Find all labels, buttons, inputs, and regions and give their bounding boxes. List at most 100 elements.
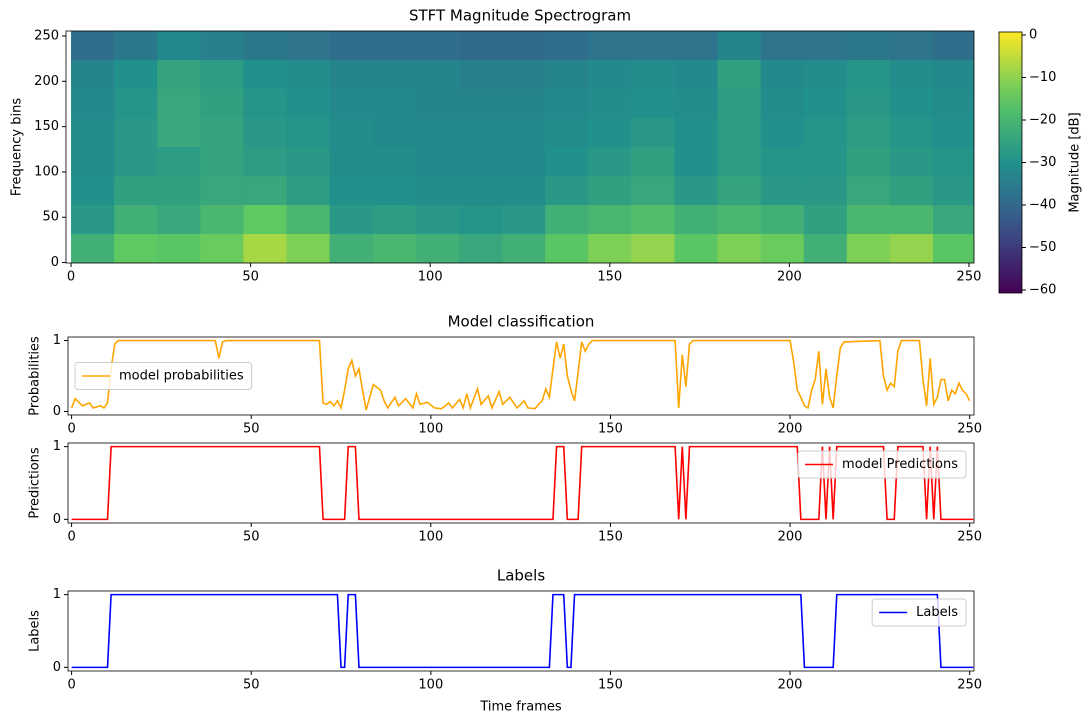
heat-cell — [674, 204, 719, 235]
heat-cell — [889, 117, 934, 148]
heat-cell — [372, 175, 417, 206]
heat-cell — [545, 88, 589, 119]
legend-box — [797, 450, 967, 479]
heat-cell — [889, 175, 934, 206]
heat-cell — [286, 59, 331, 90]
heat-cell — [372, 31, 417, 61]
heat-cell — [502, 204, 546, 235]
heat-cell — [588, 59, 632, 90]
heat-cell — [329, 146, 374, 177]
heat-cell — [157, 31, 201, 61]
axes-frame — [67, 590, 975, 672]
heat-cell — [415, 59, 460, 90]
heat-cell — [846, 233, 891, 263]
x-axis-label: Time frames — [479, 700, 561, 715]
colorbar-tick-label: −40 — [1029, 198, 1056, 213]
heat-cell — [329, 204, 374, 235]
heat-cell — [717, 59, 762, 90]
heat-cell — [803, 233, 848, 263]
heat-cell — [114, 204, 158, 235]
heat-cell — [71, 117, 115, 148]
x-tick-label: 0 — [67, 422, 75, 437]
heat-cell — [889, 233, 934, 263]
y-tick-label: 1 — [53, 439, 61, 454]
heat-cell — [846, 59, 891, 90]
heat-cell — [458, 204, 503, 235]
heat-cell — [114, 146, 158, 177]
heat-cell — [415, 146, 460, 177]
heat-cell — [846, 175, 891, 206]
heat-cell — [157, 233, 201, 263]
x-tick-label: 250 — [957, 678, 982, 693]
heat-cell — [674, 233, 719, 263]
heat-cell — [415, 88, 460, 119]
heat-cell — [846, 204, 891, 235]
heat-cell — [933, 31, 974, 61]
y-tick-label: 100 — [34, 164, 59, 179]
heat-cell — [674, 88, 719, 119]
heat-cell — [157, 204, 201, 235]
heat-cell — [415, 204, 460, 235]
heat-cell — [502, 31, 546, 61]
heat-cell — [243, 175, 288, 206]
heat-cell — [674, 117, 719, 148]
heat-cell — [545, 146, 589, 177]
x-tick-label: 0 — [67, 530, 75, 545]
heat-cell — [889, 59, 934, 90]
colorbar-label: Magnitude [dB] — [1068, 112, 1083, 212]
heat-cell — [200, 204, 244, 235]
heat-cell — [200, 117, 244, 148]
x-tick-label: 150 — [598, 678, 623, 693]
heat-cell — [114, 31, 158, 61]
x-tick-label: 200 — [778, 530, 803, 545]
heat-cell — [545, 31, 589, 61]
heat-cell — [71, 88, 115, 119]
heat-cell — [545, 204, 589, 235]
heat-cell — [157, 146, 201, 177]
heat-cell — [458, 88, 503, 119]
heat-cell — [674, 31, 719, 61]
heat-cell — [71, 233, 115, 263]
legend-label: model probabilities — [119, 369, 244, 384]
x-tick-label: 200 — [777, 270, 802, 285]
x-tick-label: 250 — [957, 270, 982, 285]
heat-cell — [846, 31, 891, 61]
heat-cell — [372, 59, 417, 90]
heat-cell — [760, 146, 805, 177]
legend: model Predictions — [797, 450, 967, 479]
y-tick-label: 150 — [34, 119, 59, 134]
heat-cell — [329, 88, 374, 119]
heat-cell — [286, 233, 331, 263]
colorbar — [998, 31, 1023, 294]
heat-cell — [502, 59, 546, 90]
heat-cell — [760, 175, 805, 206]
chart-title: Model classification — [448, 313, 595, 331]
colorbar-tick-label: −30 — [1029, 155, 1056, 170]
y-axis-label: Labels — [28, 610, 43, 652]
x-tick-label: 150 — [598, 422, 623, 437]
heat-cell — [286, 117, 331, 148]
heat-cell — [502, 117, 546, 148]
y-tick-label: 0 — [53, 404, 61, 419]
heat-cell — [114, 59, 158, 90]
x-tick-label: 100 — [418, 530, 443, 545]
heat-cell — [889, 146, 934, 177]
heat-cell — [803, 146, 848, 177]
heat-cell — [588, 117, 632, 148]
heat-cell — [889, 31, 934, 61]
heat-cell — [329, 233, 374, 263]
heat-cell — [415, 233, 460, 263]
heat-cell — [458, 59, 503, 90]
heat-cell — [631, 117, 675, 148]
heat-cell — [588, 146, 632, 177]
heat-cell — [933, 233, 974, 263]
heat-cell — [588, 175, 632, 206]
heat-cell — [157, 59, 201, 90]
heat-cell — [329, 31, 374, 61]
plot-area — [71, 445, 974, 521]
heat-cell — [200, 31, 244, 61]
colorbar-tick-label: −50 — [1029, 240, 1056, 255]
heat-cell — [71, 59, 115, 90]
heat-cell — [631, 31, 675, 61]
heat-cell — [200, 59, 244, 90]
